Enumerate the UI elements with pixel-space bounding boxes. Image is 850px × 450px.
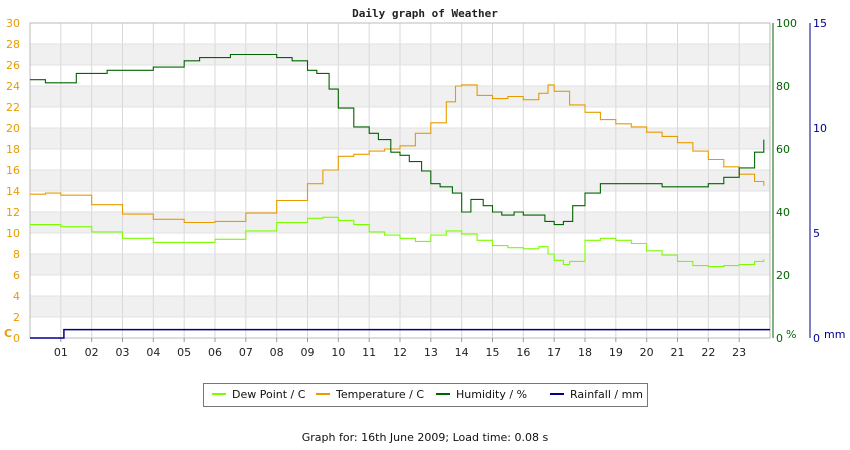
y-tick-label-left: 0: [13, 332, 20, 345]
legend-label-temperature: Temperature / C: [336, 388, 425, 401]
y-tick-label-left: 4: [13, 290, 20, 303]
y-tick-label-left: 28: [6, 38, 20, 51]
y-tick-label-right: 15: [813, 17, 827, 30]
y-tick-label-mid: 100: [776, 17, 797, 30]
y-axis-unit-mid: %: [786, 328, 796, 341]
y-tick-label-left: 10: [6, 227, 20, 240]
legend-label-rainfall: Rainfall / mm: [570, 388, 644, 401]
x-tick-label: 21: [671, 346, 685, 359]
y-tick-label-left: 16: [6, 164, 20, 177]
x-tick-label: 09: [301, 346, 315, 359]
y-tick-label-right: 10: [813, 122, 827, 135]
legend-swatch-rainfall: [550, 393, 564, 395]
x-tick-label: 11: [362, 346, 376, 359]
y-tick-label-left: 12: [6, 206, 20, 219]
x-tick-label: 12: [393, 346, 407, 359]
y-tick-label-mid: 60: [776, 143, 790, 156]
x-tick-label: 04: [146, 346, 160, 359]
y-axis-unit-right: mm: [824, 328, 845, 341]
y-tick-label-left: 14: [6, 185, 20, 198]
x-tick-label: 06: [208, 346, 222, 359]
y-tick-label-mid: 80: [776, 80, 790, 93]
legend-label-dew-point: Dew Point / C: [232, 388, 306, 401]
y-tick-label-right: 0: [813, 332, 820, 345]
y-tick-label-left: 8: [13, 248, 20, 261]
y-tick-label-right: 5: [813, 227, 820, 240]
series-line-humidity: [30, 53, 765, 226]
x-tick-label: 20: [640, 346, 654, 359]
y-tick-label-mid: 20: [776, 269, 790, 282]
legend-swatch-dew-point: [212, 393, 226, 395]
y-tick-label-left: 26: [6, 59, 20, 72]
x-tick-label: 01: [54, 346, 68, 359]
y-tick-label-left: 22: [6, 101, 20, 114]
legend-item-humidity: Humidity / %: [436, 388, 527, 401]
legend-item-temperature: Temperature / C: [316, 388, 424, 401]
y-tick-label-left: 24: [6, 80, 20, 93]
series-line-dew-point: [30, 216, 765, 268]
x-tick-label: 18: [578, 346, 592, 359]
x-tick-label: 05: [177, 346, 191, 359]
y-tick-label-left: 20: [6, 122, 20, 135]
legend-item-rainfall: Rainfall / mm: [550, 388, 643, 401]
x-tick-label: 23: [732, 346, 746, 359]
y-tick-label-mid: 40: [776, 206, 790, 219]
chart-legend: Dew Point / C Temperature / C Humidity /…: [203, 383, 648, 407]
x-tick-label: 19: [609, 346, 623, 359]
x-tick-label: 02: [85, 346, 99, 359]
chart-title: Daily graph of Weather: [352, 7, 498, 20]
x-tick-label: 03: [116, 346, 130, 359]
y-tick-label-left: 18: [6, 143, 20, 156]
series-line-temperature: [30, 84, 765, 224]
x-tick-label: 10: [331, 346, 345, 359]
x-tick-label: 08: [270, 346, 284, 359]
x-tick-label: 15: [486, 346, 500, 359]
x-tick-label: 14: [455, 346, 469, 359]
x-tick-label: 07: [239, 346, 253, 359]
x-tick-label: 17: [547, 346, 561, 359]
x-tick-label: 16: [516, 346, 530, 359]
series-line-rainfall: [30, 328, 770, 339]
y-axis-unit-left: C: [4, 327, 12, 340]
footer-status: Graph for: 16th June 2009; Load time: 0.…: [301, 431, 549, 444]
x-tick-label: 13: [424, 346, 438, 359]
legend-swatch-humidity: [436, 393, 450, 395]
x-tick-label: 22: [701, 346, 715, 359]
y-tick-label-mid: 0: [776, 332, 783, 345]
y-tick-label-left: 6: [13, 269, 20, 282]
y-tick-label-left: 2: [13, 311, 20, 324]
legend-label-humidity: Humidity / %: [456, 388, 528, 401]
legend-item-dew-point: Dew Point / C: [212, 388, 305, 401]
y-tick-label-left: 30: [6, 17, 20, 30]
legend-swatch-temperature: [316, 393, 330, 395]
